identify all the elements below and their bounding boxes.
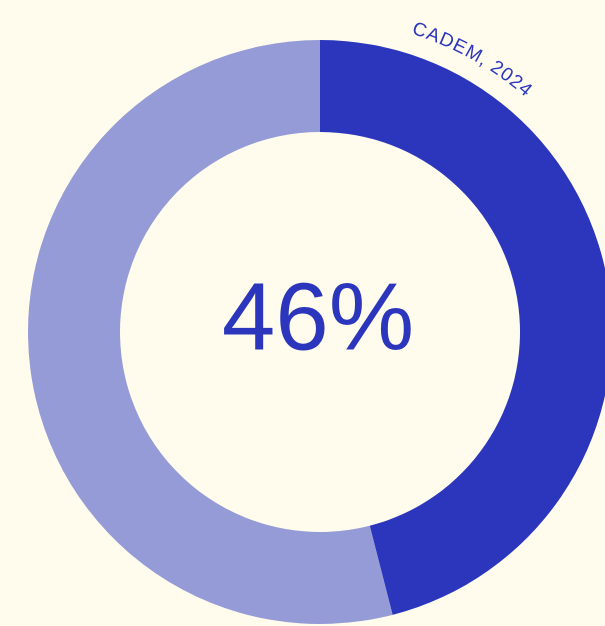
donut-segment: [28, 40, 393, 624]
donut-segment: [320, 40, 605, 615]
center-label: 46%: [222, 263, 414, 370]
segments: [28, 40, 605, 624]
